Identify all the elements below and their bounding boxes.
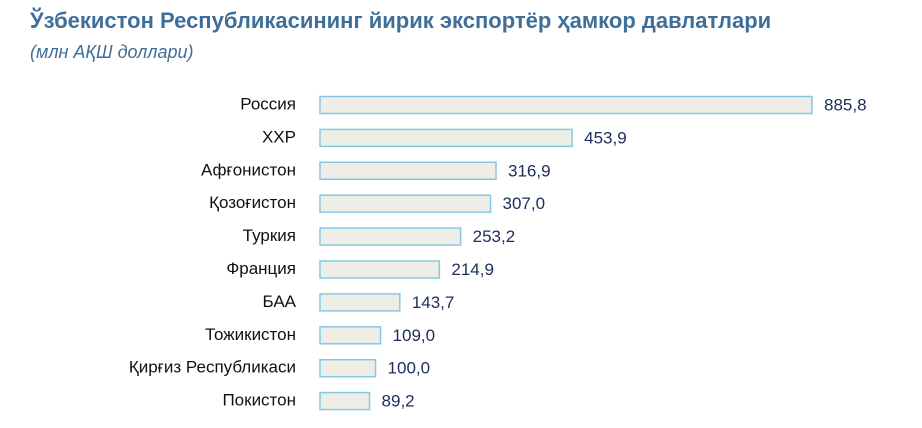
category-label: Қозоғистон — [209, 193, 296, 212]
category-label: Франция — [226, 259, 296, 278]
bar — [319, 358, 377, 378]
chart-title: Ўзбекистон Республикасининг йирик экспор… — [29, 7, 771, 33]
value-label: 307,0 — [503, 194, 546, 213]
bar — [319, 194, 492, 213]
chart-subtitle: (млн АҚШ доллари) — [30, 42, 193, 62]
category-label: БАА — [263, 292, 297, 311]
category-label: Россия — [240, 94, 296, 113]
category-label: Қирғиз Республикаси — [129, 358, 296, 377]
category-label: Тожикистон — [205, 325, 296, 344]
category-label: ХХР — [262, 127, 296, 146]
value-label: 89,2 — [382, 392, 415, 411]
value-label: 109,0 — [393, 326, 436, 345]
category-label: Покистон — [222, 391, 296, 410]
bar — [319, 95, 813, 115]
value-label: 214,9 — [451, 260, 494, 279]
value-label: 143,7 — [412, 293, 455, 312]
value-label: 316,9 — [508, 161, 551, 180]
bar — [319, 293, 401, 312]
category-label: Туркия — [243, 226, 296, 245]
bar — [319, 260, 441, 279]
value-label: 100,0 — [388, 359, 431, 378]
value-label: 453,9 — [584, 128, 627, 147]
value-label: 885,8 — [824, 95, 867, 114]
bar — [319, 326, 382, 345]
bar — [319, 391, 371, 411]
bar — [319, 227, 462, 246]
category-label: Афғонистон — [201, 160, 296, 179]
value-label: 253,2 — [473, 227, 516, 246]
bar — [319, 161, 497, 181]
bar — [319, 128, 573, 148]
